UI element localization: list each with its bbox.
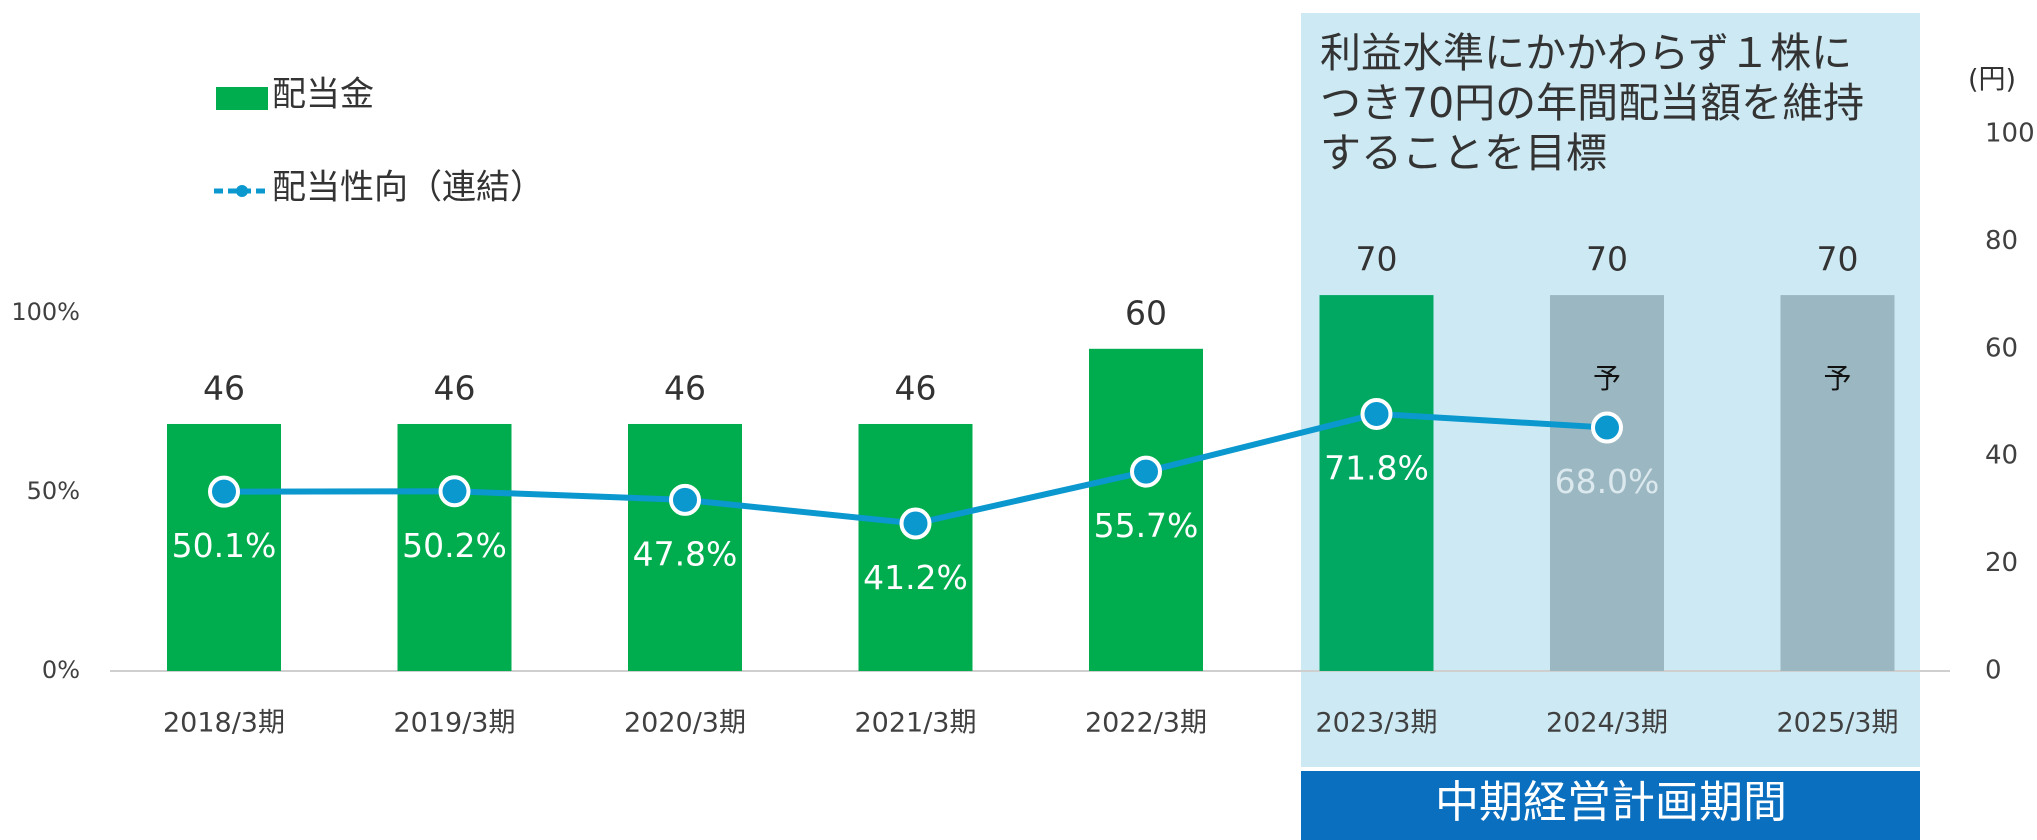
y2-tick-label: 100	[1985, 119, 2035, 149]
line-marker	[1360, 397, 1393, 430]
bar-value-label: 70	[1817, 240, 1859, 279]
x-tick-label: 2022/3期	[1085, 708, 1207, 739]
bar	[1780, 295, 1895, 671]
line-marker	[669, 483, 701, 516]
line-marker	[438, 475, 471, 508]
y-tick-label: 0%	[42, 656, 80, 684]
legend-marker	[236, 185, 248, 197]
legend-label: 配当金	[272, 75, 374, 115]
line-value-label: 50.1%	[172, 526, 277, 565]
line-value-label: 71.8%	[1324, 448, 1429, 487]
line-value-label: 47.8%	[633, 534, 738, 573]
bar-value-label: 70	[1586, 240, 1628, 279]
x-tick-label: 2019/3期	[394, 708, 516, 739]
bar	[858, 423, 973, 671]
line-value-label: 50.2%	[402, 526, 507, 565]
y2-axis-label: (円)	[1968, 65, 2016, 96]
bar-value-label: 46	[895, 368, 937, 407]
legend-label: 配当性向（連結）	[272, 168, 544, 208]
bar	[397, 423, 512, 671]
bar	[1319, 295, 1434, 671]
y2-tick-label: 20	[1985, 548, 2018, 578]
bar-value-label: 46	[434, 368, 476, 407]
y2-tick-label: 0	[1985, 656, 2002, 686]
annotation: することを目標	[1320, 129, 1607, 177]
x-tick-label: 2021/3期	[855, 708, 977, 739]
y-tick-label: 50%	[27, 477, 80, 505]
line-marker	[1130, 455, 1162, 488]
y2-tick-label: 80	[1985, 226, 2018, 256]
forecast-note: 予	[1823, 362, 1851, 395]
bar-value-label: 70	[1356, 240, 1398, 279]
line-marker	[208, 475, 240, 508]
x-tick-label: 2018/3期	[163, 708, 285, 739]
period-box	[1301, 771, 1920, 840]
y-tick-label: 100%	[11, 298, 80, 326]
line-value-label: 41.2%	[863, 558, 968, 597]
line-value-label: 55.7%	[1094, 506, 1199, 545]
bar	[1550, 295, 1664, 671]
bar	[167, 423, 281, 671]
bar-value-label: 60	[1125, 293, 1167, 332]
bar	[628, 423, 742, 671]
line-value-label: 68.0%	[1555, 462, 1660, 501]
bar-value-label: 46	[203, 368, 245, 407]
bar-value-label: 46	[664, 368, 706, 407]
x-tick-label: 2025/3期	[1777, 708, 1899, 739]
x-tick-label: 2024/3期	[1546, 708, 1668, 739]
period-label: 中期経営計画期間	[1435, 777, 1787, 828]
y2-tick-label: 60	[1985, 333, 2018, 363]
annotation: 利益水準にかかわらず１株に	[1320, 29, 1852, 77]
annotation: つき70円の年間配当額を維持	[1320, 79, 1864, 127]
x-tick-label: 2023/3期	[1316, 708, 1438, 739]
x-tick-label: 2020/3期	[624, 708, 746, 739]
line-marker	[1591, 411, 1623, 444]
forecast-note: 予	[1593, 362, 1621, 395]
line-marker	[899, 507, 932, 540]
y2-tick-label: 40	[1985, 441, 2018, 471]
legend-swatch	[216, 87, 268, 110]
bar	[1089, 348, 1203, 671]
